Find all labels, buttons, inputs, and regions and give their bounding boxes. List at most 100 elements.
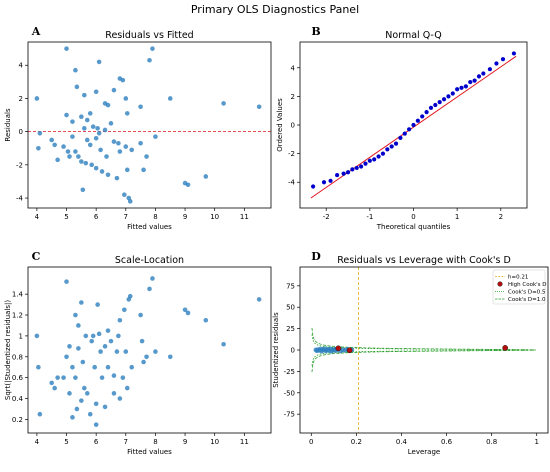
data-point (70, 415, 75, 420)
data-point (70, 364, 75, 370)
data-point (147, 286, 152, 292)
subplot-d: D Residuals vs Leverage with Cook's D 0 0.2… (272, 250, 549, 456)
data-point (87, 142, 93, 148)
x-tick-label: 0.2 (351, 438, 362, 446)
data-point (95, 126, 100, 131)
data-point (415, 118, 420, 123)
y-axis-label: Ordered Values (276, 98, 284, 152)
legend-label: h=0.21 (508, 275, 528, 281)
y-tick-label: 50 (286, 304, 295, 312)
data-point (147, 57, 152, 63)
x-axis-label: Leverage (408, 448, 440, 456)
data-point (105, 102, 111, 108)
data-point (120, 375, 126, 380)
x-tick-label: 6 (94, 438, 99, 446)
data-point (36, 145, 41, 151)
data-point (79, 398, 84, 403)
x-tick-label: 7 (124, 213, 128, 221)
data-point (92, 364, 97, 370)
data-point (203, 317, 209, 323)
data-point (111, 373, 117, 378)
y-tick-label: -75 (284, 411, 295, 419)
data-point (83, 160, 89, 166)
data-point (98, 349, 103, 354)
data-point (99, 375, 105, 380)
data-point (55, 157, 60, 163)
data-point (87, 411, 93, 417)
y-tick-label: -25 (284, 368, 295, 376)
data-point (437, 100, 442, 105)
data-point (185, 310, 191, 316)
data-point (167, 96, 173, 101)
data-point (111, 139, 117, 144)
high-cooks-point (335, 345, 342, 352)
legend-label: High Cook's D (508, 282, 547, 288)
data-point (87, 111, 93, 116)
x-tick-label: 0.6 (441, 438, 453, 446)
data-point (350, 167, 355, 172)
data-point (428, 105, 434, 110)
plot-frame (299, 266, 549, 434)
x-tick-label: 8 (153, 438, 157, 446)
data-point (93, 401, 99, 407)
subplot-b: B Normal Q-Q -2 -1 0 1 2 -4 -2 0 2 4 Theoretical qua… (276, 25, 528, 231)
data-point (55, 375, 60, 380)
x-axis-label: Fitted values (127, 223, 172, 231)
legend-label: Cook's D=0.5 (508, 290, 546, 296)
data-point (76, 346, 81, 351)
data-point (79, 300, 84, 305)
cooks-distance-curve (311, 334, 536, 351)
data-point (221, 101, 226, 106)
data-point (138, 312, 143, 318)
data-point (380, 151, 386, 156)
data-point (446, 94, 451, 99)
data-point (84, 117, 90, 123)
x-tick-label: 0.4 (396, 438, 408, 446)
x-tick-label: 0 (411, 213, 415, 221)
cooks-distance-curve (311, 349, 536, 373)
y-tick-label: 1 (19, 332, 23, 340)
data-point (64, 46, 69, 51)
x-tick-label: 4 (35, 438, 40, 446)
data-point (328, 178, 333, 183)
data-point (367, 158, 372, 163)
y-axis-label: Residuals (4, 108, 12, 142)
data-point (49, 137, 55, 143)
data-point (167, 354, 173, 360)
y-tick-label: 0 (291, 347, 295, 355)
data-point (455, 87, 460, 92)
data-point (93, 89, 99, 95)
data-point (124, 385, 130, 391)
legend-marker (497, 281, 503, 287)
data-point (82, 92, 87, 98)
data-point (127, 293, 133, 299)
y-tick-label: -50 (284, 389, 295, 397)
data-point (144, 154, 149, 159)
data-point (73, 149, 78, 154)
data-point (359, 164, 364, 169)
data-point (441, 97, 447, 102)
panel-letter: A (31, 25, 41, 38)
data-point (89, 162, 95, 168)
x-tick-label: 1 (534, 438, 538, 446)
data-point (153, 134, 158, 139)
y-tick-label: 1.2 (12, 312, 23, 320)
data-point (221, 341, 226, 347)
data-point (141, 167, 146, 173)
data-point (73, 375, 78, 380)
data-point (500, 57, 506, 62)
data-point (79, 159, 84, 164)
x-tick-label: 5 (64, 438, 68, 446)
data-point (76, 154, 81, 159)
data-point (74, 406, 80, 412)
data-point (61, 144, 66, 149)
data-point (341, 171, 346, 176)
high-cooks-point (346, 347, 353, 354)
data-point (73, 67, 78, 73)
data-point (93, 165, 99, 171)
plot-data (311, 267, 536, 433)
data-point (108, 121, 114, 126)
y-tick-label: -2 (288, 150, 295, 158)
data-point (354, 165, 359, 171)
